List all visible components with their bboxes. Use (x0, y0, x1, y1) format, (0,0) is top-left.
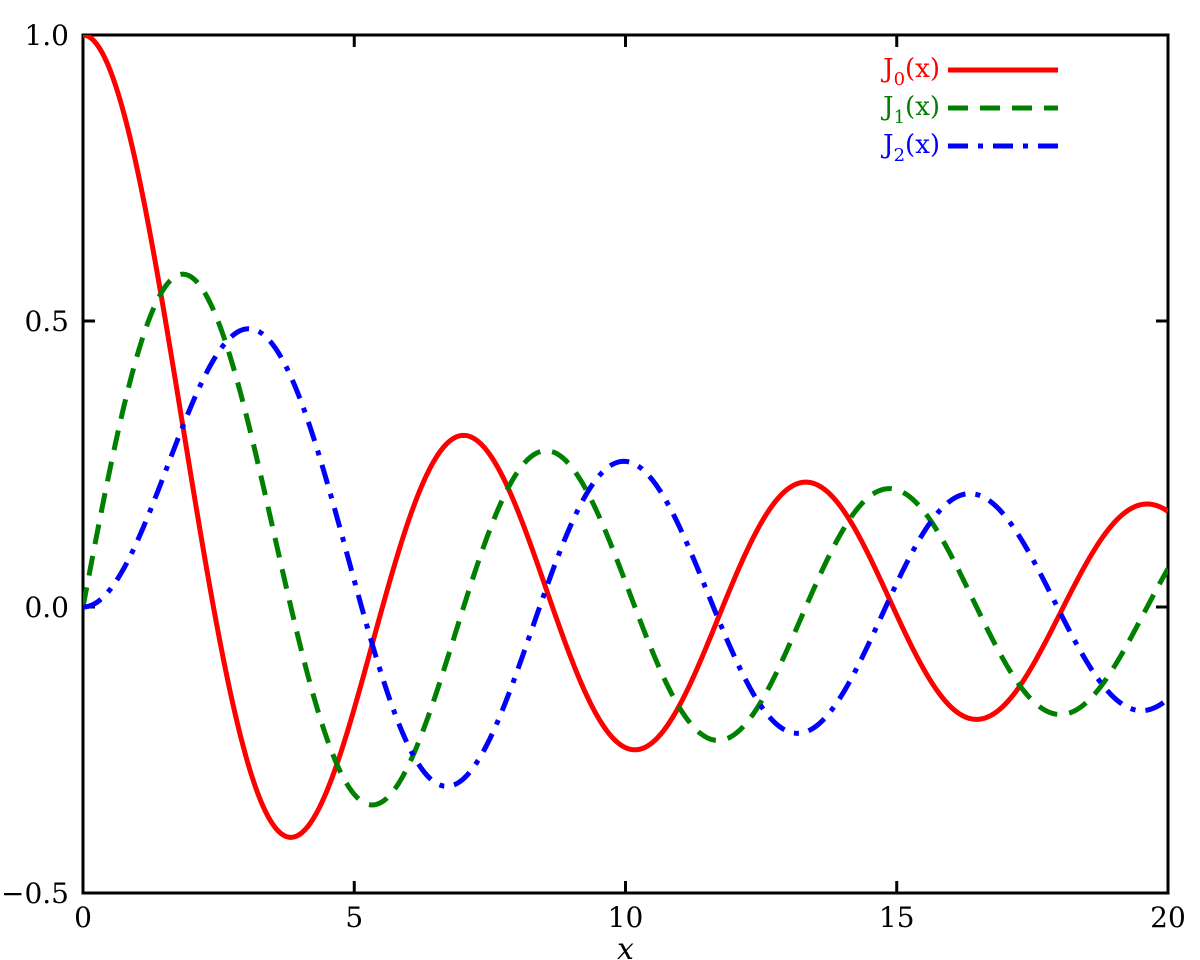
x-tick-label: 15 (879, 901, 915, 934)
x-tick-label: 5 (345, 901, 363, 934)
plot-background (0, 0, 1200, 960)
y-tick-label: 0.0 (24, 591, 69, 624)
bessel-chart: 05101520−0.50.00.51.0xJ0(x)J1(x)J2(x) (0, 0, 1200, 960)
y-tick-label: −0.5 (1, 877, 69, 910)
x-tick-label: 0 (74, 901, 92, 934)
x-tick-label: 20 (1150, 901, 1186, 934)
x-tick-label: 10 (608, 901, 644, 934)
x-axis-label: x (617, 932, 634, 960)
y-tick-label: 1.0 (24, 19, 69, 52)
y-tick-label: 0.5 (24, 305, 69, 338)
